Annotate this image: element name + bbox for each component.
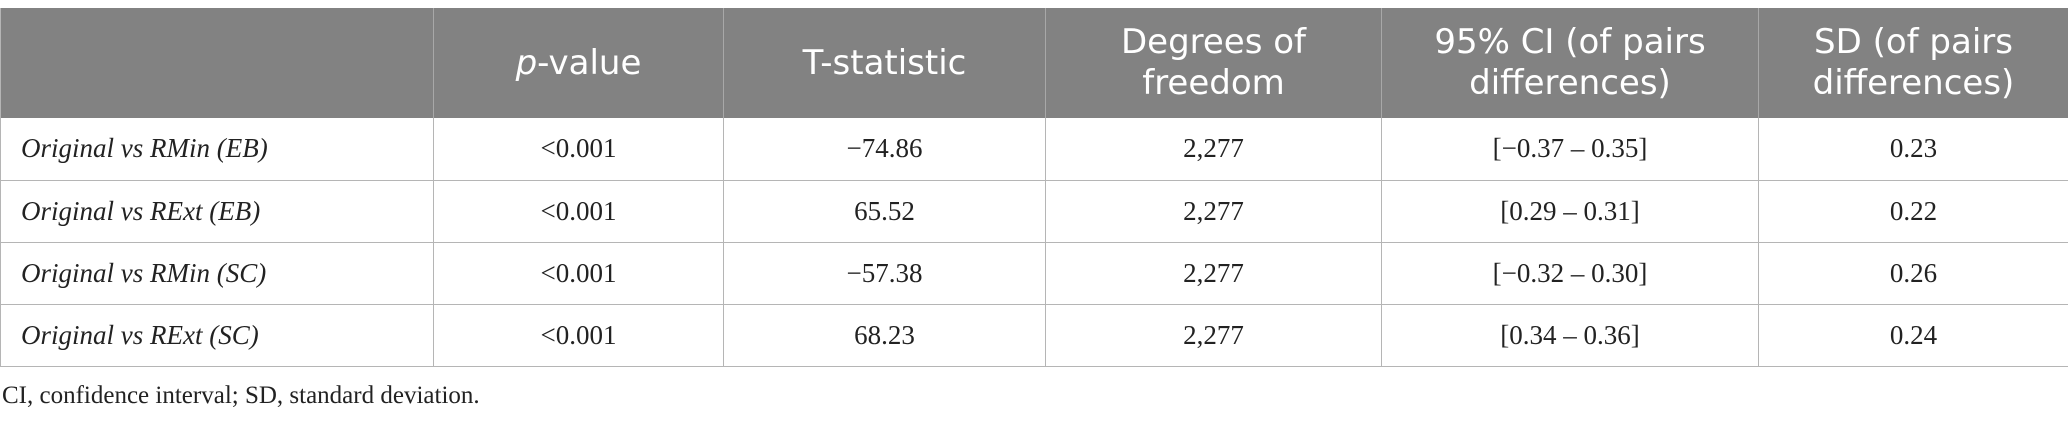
- p-value-cell: <0.001: [433, 118, 724, 181]
- header-sd: SD (of pairs differences): [1758, 8, 2068, 118]
- table-row: Original vs RMin (SC) <0.001 −57.38 2,27…: [0, 242, 2068, 305]
- header-p-value: p-value: [433, 8, 724, 118]
- comparison-cell: Original vs RExt (EB): [0, 180, 434, 243]
- p-value-cell: <0.001: [433, 304, 724, 367]
- header-degrees-of-freedom: Degrees of freedom: [1045, 8, 1382, 118]
- header-empty: [0, 8, 434, 118]
- t-statistic-cell: 65.52: [723, 180, 1046, 243]
- df-cell: 2,277: [1045, 242, 1382, 305]
- sd-cell: 0.23: [1758, 118, 2068, 181]
- sd-cell: 0.26: [1758, 242, 2068, 305]
- header-95-ci: 95% CI (of pairs differences): [1381, 8, 1759, 118]
- comparison-cell: Original vs RMin (EB): [0, 118, 434, 181]
- comparison-cell: Original vs RExt (SC): [0, 304, 434, 367]
- results-table-container: p-value T-statistic Degrees of freedom 9…: [0, 8, 2068, 367]
- p-value-cell: <0.001: [433, 242, 724, 305]
- table-row: Original vs RMin (EB) <0.001 −74.86 2,27…: [0, 118, 2068, 181]
- df-cell: 2,277: [1045, 304, 1382, 367]
- header-t-statistic: T-statistic: [723, 8, 1046, 118]
- ci-cell: [0.34 – 0.36]: [1381, 304, 1759, 367]
- p-value-cell: <0.001: [433, 180, 724, 243]
- comparison-cell: Original vs RMin (SC): [0, 242, 434, 305]
- ci-cell: [−0.37 – 0.35]: [1381, 118, 1759, 181]
- table-header: p-value T-statistic Degrees of freedom 9…: [0, 8, 2068, 118]
- header-row: p-value T-statistic Degrees of freedom 9…: [0, 8, 2068, 118]
- df-cell: 2,277: [1045, 180, 1382, 243]
- t-statistic-cell: −74.86: [723, 118, 1046, 181]
- sd-cell: 0.22: [1758, 180, 2068, 243]
- sd-cell: 0.24: [1758, 304, 2068, 367]
- table-row: Original vs RExt (EB) <0.001 65.52 2,277…: [0, 180, 2068, 243]
- table-body: Original vs RMin (EB) <0.001 −74.86 2,27…: [0, 118, 2068, 367]
- table-footnote: CI, confidence interval; SD, standard de…: [2, 382, 480, 409]
- df-cell: 2,277: [1045, 118, 1382, 181]
- table-row: Original vs RExt (SC) <0.001 68.23 2,277…: [0, 304, 2068, 367]
- results-table: p-value T-statistic Degrees of freedom 9…: [0, 8, 2068, 367]
- ci-cell: [−0.32 – 0.30]: [1381, 242, 1759, 305]
- ci-cell: [0.29 – 0.31]: [1381, 180, 1759, 243]
- t-statistic-cell: 68.23: [723, 304, 1046, 367]
- t-statistic-cell: −57.38: [723, 242, 1046, 305]
